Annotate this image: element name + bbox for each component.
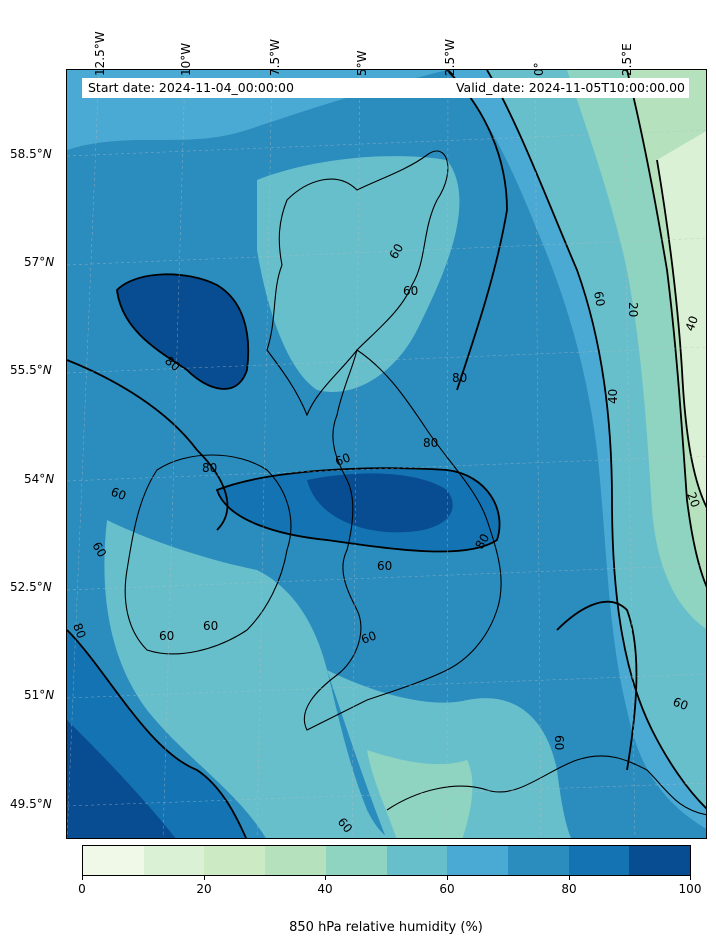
- contour-label: 60: [591, 290, 607, 307]
- lon-label: 7.5°W: [268, 39, 282, 76]
- colorbar-title: 850 hPa relative humidity (%): [289, 920, 483, 935]
- coast-france: [386, 755, 706, 816]
- colorbar-tick: [447, 876, 448, 880]
- contour-label-group: 60 60 60 20 40 40 20 80 80 60 80 60 80 6…: [70, 241, 702, 835]
- colorbar-tick-label: 80: [561, 882, 577, 896]
- map-panel: 60 60 60 20 40 40 20 80 80 60 80 60 80 6…: [66, 69, 707, 839]
- lon-label: 5°W: [355, 50, 369, 77]
- contour-80-central: [215, 467, 501, 553]
- colorbar-tick-label: 60: [439, 882, 455, 896]
- contour-label: 60: [552, 735, 566, 750]
- contour-90-nw: [116, 273, 250, 390]
- graticule: [67, 70, 706, 838]
- contour-label: 40: [683, 314, 701, 333]
- colorbar-tick: [82, 876, 83, 880]
- field-90-100-southwest: [67, 720, 176, 838]
- colorbar-segment: [447, 846, 508, 875]
- colorbar-tick-label: 100: [678, 882, 702, 896]
- contour-label: 60: [403, 284, 418, 298]
- colorbar-tick-label: 40: [317, 882, 333, 896]
- lat-label: 58.5°N: [10, 147, 52, 161]
- lat-label: 51°N: [24, 688, 55, 702]
- contour-label: 60: [203, 619, 218, 633]
- lat-label: 49.5°N: [10, 797, 52, 811]
- contour-label: 60: [89, 540, 109, 560]
- start-date-label: Start date: 2024-11-04_00:00:00: [88, 80, 294, 95]
- lat-label: 57°N: [24, 255, 55, 269]
- contour-label: 80: [472, 531, 492, 551]
- colorbar-segment: [204, 846, 266, 875]
- lon-label: 12.5°W: [93, 31, 107, 76]
- contour-40-east: [626, 70, 706, 588]
- colorbar-segment: [507, 846, 569, 875]
- contour-label: 60: [359, 628, 378, 646]
- colorbar-tick: [325, 876, 326, 880]
- lat-label: 54°N: [24, 472, 55, 486]
- colorbar-tick: [690, 876, 691, 880]
- colorbar-tick-label: 0: [78, 882, 86, 896]
- contour-label: 60: [671, 695, 690, 713]
- lon-label: 2.5°W: [443, 39, 457, 76]
- contour-20-east: [656, 159, 706, 508]
- humidity-map: 60 60 60 20 40 40 20 80 80 60 80 60 80 6…: [67, 70, 706, 838]
- colorbar-segment: [83, 846, 144, 875]
- contour-60-channel: [556, 600, 638, 771]
- contour-label: 80: [70, 621, 88, 640]
- field-10-20-east: [657, 131, 706, 506]
- contour-label: 60: [159, 629, 174, 643]
- contour-label: 20: [626, 302, 640, 317]
- contour-label: 40: [606, 389, 620, 404]
- contour-80-southwest: [67, 629, 248, 838]
- coast-scotland: [266, 150, 449, 417]
- valid-date-label: Valid_date: 2024-11-05T10:00:00.00: [455, 80, 685, 95]
- colorbar-segment: [629, 846, 691, 875]
- colorbar-tick-label: 20: [196, 882, 212, 896]
- contour-label: 80: [423, 436, 438, 450]
- contour-70-north: [446, 70, 508, 391]
- lon-label: 0°: [532, 62, 546, 76]
- contour-label: 60: [377, 559, 392, 573]
- map-header: Start date: 2024-11-04_00:00:00 Valid_da…: [82, 78, 689, 98]
- lat-label: 52.5°N: [10, 580, 52, 594]
- contour-label: 80: [452, 371, 467, 385]
- colorbar-segment: [568, 846, 630, 875]
- contour-label: 80: [202, 461, 217, 475]
- colorbar-segment: [325, 846, 387, 875]
- contours: [67, 70, 706, 838]
- colorbar-segment: [143, 846, 205, 875]
- contour-label: 60: [333, 450, 352, 468]
- colorbar-tick: [204, 876, 205, 880]
- colorbar-segment: [386, 846, 448, 875]
- contour-60-east: [486, 70, 706, 810]
- field-90-100-northwest: [117, 274, 249, 389]
- contour-label: 60: [109, 485, 128, 503]
- lon-label: 2.5°E: [620, 43, 634, 76]
- field-90-100-central: [307, 473, 453, 533]
- field-50-60-ireland: [104, 520, 390, 838]
- field-50-60-scotland: [257, 156, 460, 392]
- coast-britain: [303, 349, 502, 731]
- colorbar-tick: [569, 876, 570, 880]
- contour-label: 60: [386, 241, 406, 261]
- lat-label: 55.5°N: [10, 363, 52, 377]
- lon-label: 10°W: [179, 42, 193, 76]
- colorbar: [82, 845, 691, 876]
- colorbar-segment: [265, 846, 326, 875]
- contour-label: 20: [684, 490, 702, 509]
